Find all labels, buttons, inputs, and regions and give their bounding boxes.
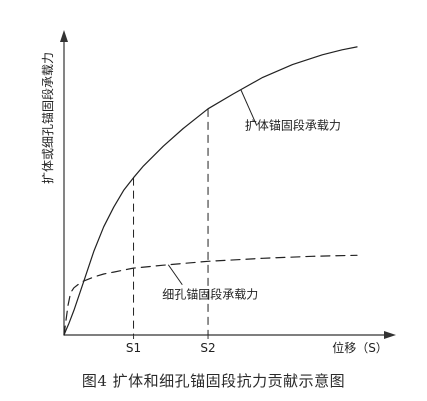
annotation-label-0: 扩体锚固段承载力 [245,118,341,133]
plot-area [60,30,396,339]
tick-labels: S1 S2 [126,335,216,355]
figure-caption: 图4 扩体和细孔锚固段抗力贡献示意图 [81,372,346,390]
y-axis-arrow [60,30,68,42]
x-tick-label-1: S2 [200,341,215,355]
x-axis-label: 位移（S） [332,340,388,355]
series-line-0 [63,46,358,336]
y-axis-label: 扩体或细孔锚固段承载力 [40,52,55,184]
series-line-1 [63,254,358,336]
x-tick-label-0: S1 [126,341,141,355]
annotation-leader-0 [240,89,258,126]
annotation-label-1: 细孔锚固段承载力 [162,287,258,302]
annotation-leader-1 [167,264,183,286]
reference-lines [133,108,209,335]
series-layer [63,46,358,336]
x-axis-arrow [384,331,396,339]
